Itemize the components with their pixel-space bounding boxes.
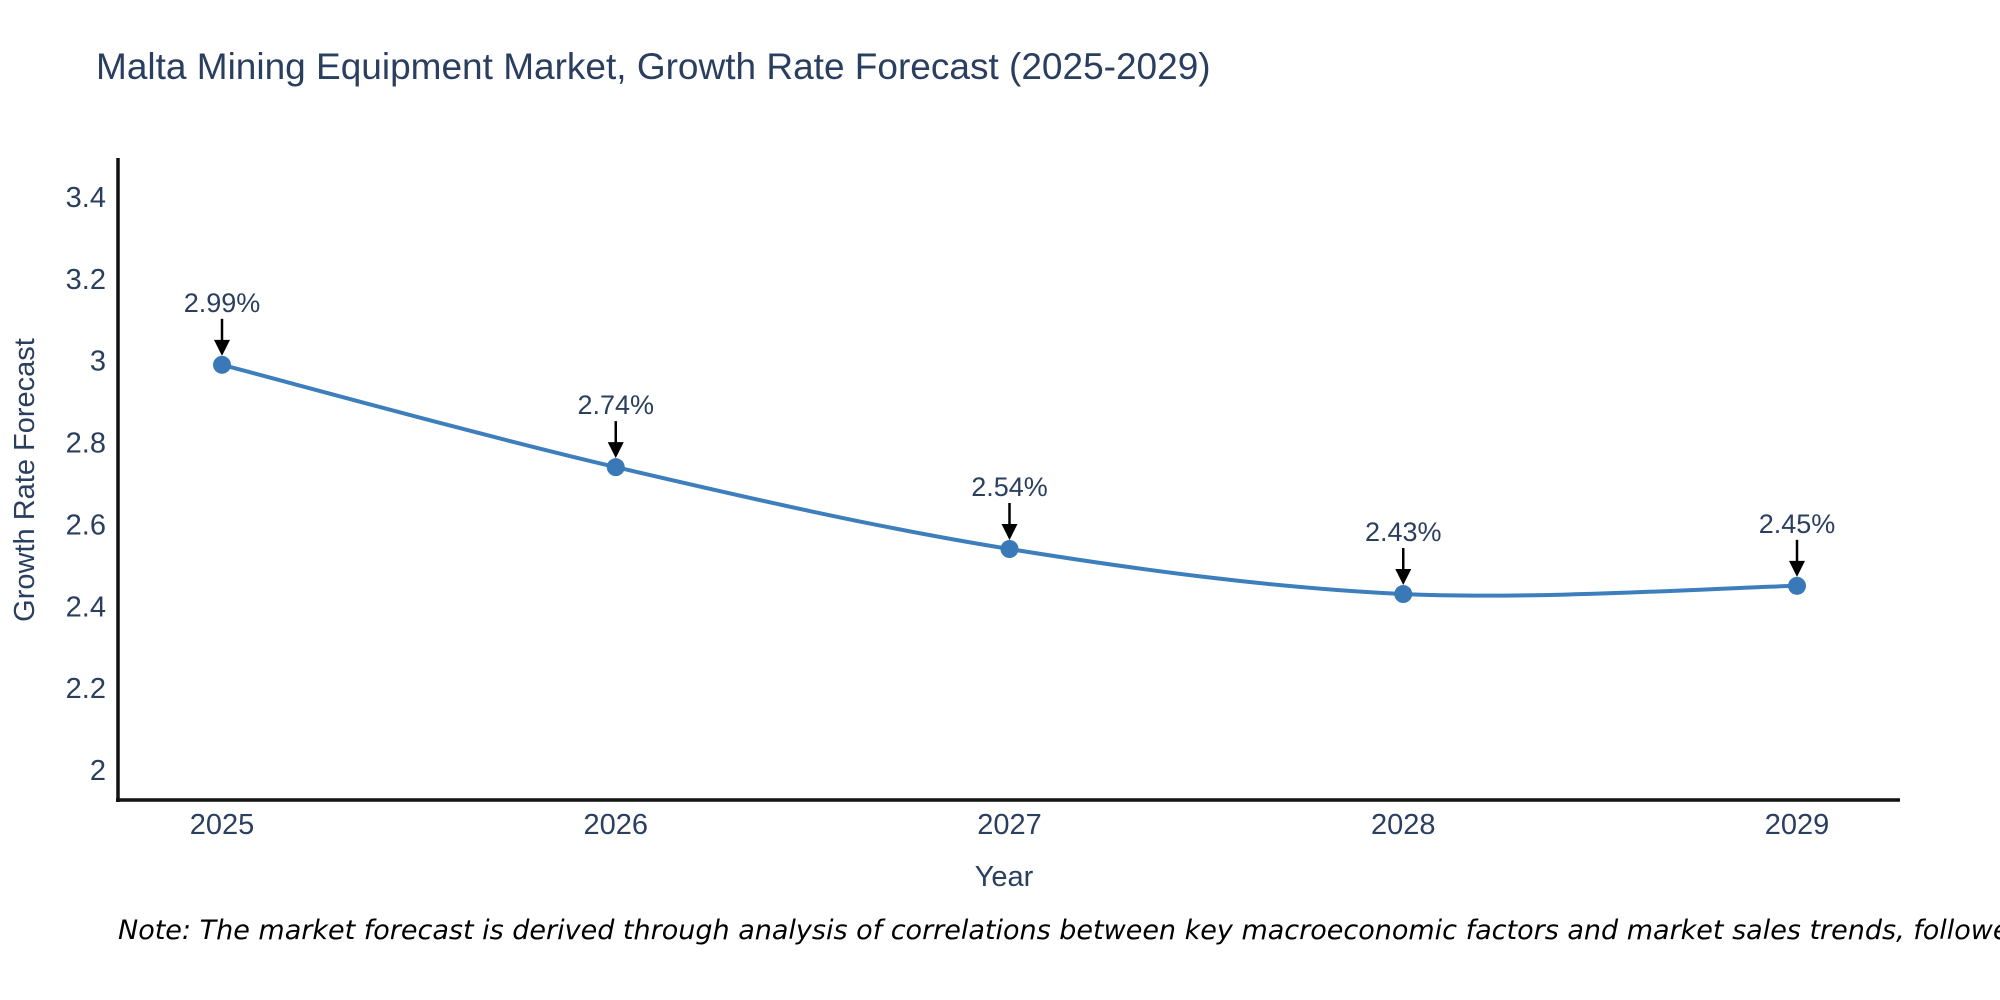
x-tick-label: 2025	[190, 809, 255, 841]
y-tick-label: 2.4	[66, 591, 106, 623]
y-tick-label: 3	[90, 346, 106, 378]
chart-title: Malta Mining Equipment Market, Growth Ra…	[96, 46, 1211, 87]
annotation-arrowhead	[214, 339, 230, 356]
data-point-marker-2027[interactable]	[1000, 539, 1019, 558]
y-tick-label: 2.2	[66, 673, 106, 705]
point-value-label: 2.74%	[577, 390, 654, 420]
data-point-marker-2029[interactable]	[1788, 576, 1806, 595]
annotation-arrowhead	[1001, 523, 1018, 540]
x-tick-label: 2028	[1371, 809, 1436, 841]
annotation-arrowhead	[607, 442, 624, 459]
y-tick-label: 2.6	[66, 509, 106, 541]
y-axis-title: Growth Rate Forecast	[9, 338, 41, 622]
annotation-arrowhead	[1395, 569, 1412, 586]
data-point-marker-2025[interactable]	[213, 355, 231, 374]
x-axis-title: Year	[975, 861, 1034, 893]
y-tick-label: 3.4	[66, 182, 106, 214]
note-text: Note: The market forecast is derived thr…	[118, 915, 2000, 946]
point-value-label: 2.43%	[1365, 517, 1442, 547]
x-tick-label: 2026	[583, 809, 648, 841]
point-value-label: 2.54%	[971, 472, 1048, 502]
y-tick-label: 3.2	[66, 264, 106, 296]
data-point-marker-2028[interactable]	[1394, 585, 1413, 604]
y-tick-label: 2	[90, 755, 106, 787]
data-point-marker-2026[interactable]	[606, 458, 625, 477]
point-value-label: 2.99%	[184, 288, 261, 318]
x-tick-label: 2027	[977, 809, 1042, 841]
y-tick-label: 2.8	[66, 428, 106, 460]
x-tick-label: 2029	[1765, 809, 1830, 841]
point-value-label: 2.45%	[1759, 509, 1836, 539]
annotation-arrowhead	[1789, 560, 1805, 577]
